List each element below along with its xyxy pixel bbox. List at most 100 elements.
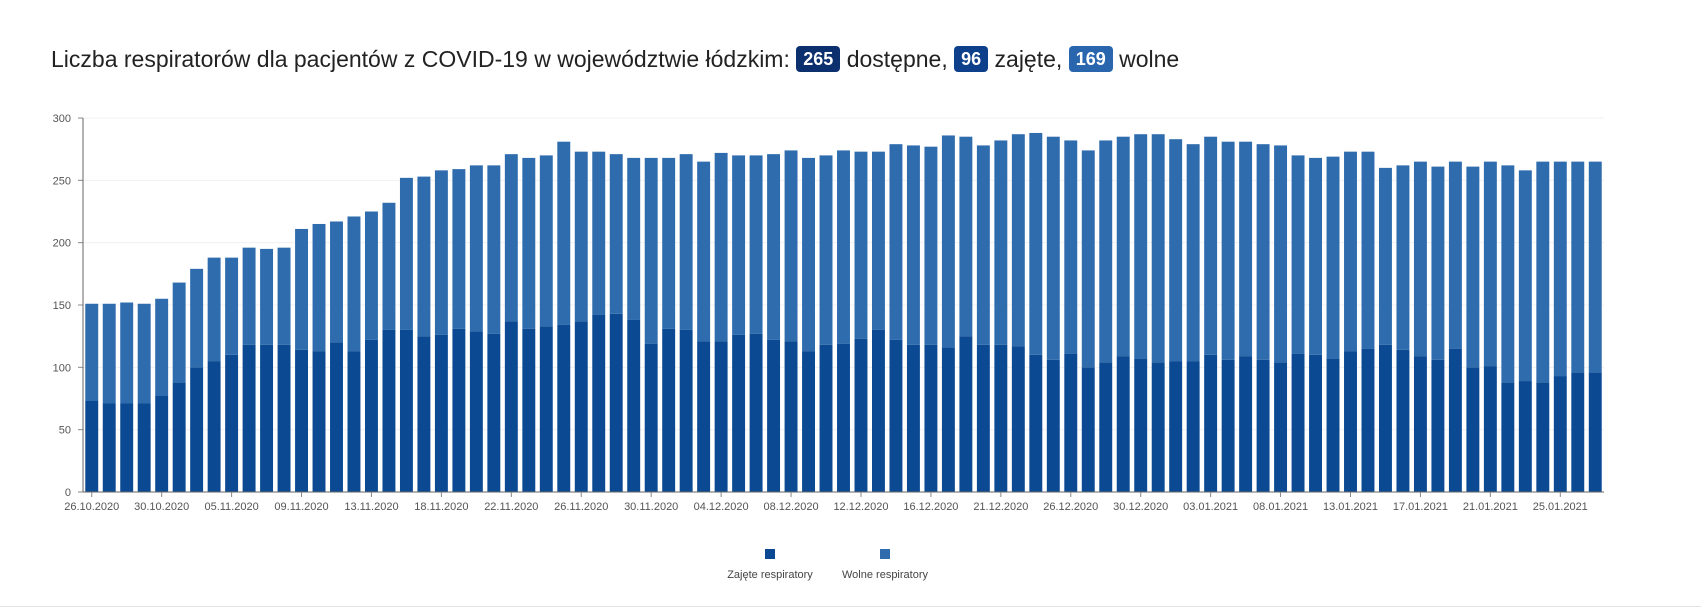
legend-label-occupied[interactable]: Zajęte respiratory — [727, 569, 813, 581]
bar-occupied[interactable] — [976, 344, 990, 492]
bar-free[interactable] — [1518, 170, 1532, 382]
bar-occupied[interactable] — [819, 344, 833, 492]
bar-occupied[interactable] — [994, 344, 1008, 492]
bar-occupied[interactable] — [1011, 346, 1025, 492]
bar-occupied[interactable] — [417, 336, 431, 492]
bar-free[interactable] — [417, 176, 431, 337]
bar-occupied[interactable] — [1204, 354, 1218, 492]
bar-occupied[interactable] — [1239, 356, 1253, 492]
bar-free[interactable] — [959, 136, 973, 337]
bar-free[interactable] — [924, 146, 938, 345]
bar-free[interactable] — [1169, 139, 1183, 362]
bar-free[interactable] — [906, 145, 920, 345]
bar-occupied[interactable] — [1029, 354, 1043, 492]
bar-occupied[interactable] — [399, 329, 413, 492]
bar-free[interactable] — [1274, 145, 1288, 363]
bar-free[interactable] — [539, 155, 553, 327]
bar-occupied[interactable] — [959, 336, 973, 492]
bar-free[interactable] — [1588, 161, 1602, 373]
bar-free[interactable] — [854, 151, 868, 339]
bar-occupied[interactable] — [802, 351, 816, 492]
bar-occupied[interactable] — [1571, 372, 1585, 492]
bar-free[interactable] — [1431, 166, 1445, 360]
bar-free[interactable] — [819, 155, 833, 345]
bar-occupied[interactable] — [1588, 372, 1602, 492]
bar-occupied[interactable] — [539, 326, 553, 492]
bar-free[interactable] — [295, 228, 309, 350]
bar-occupied[interactable] — [732, 334, 746, 492]
bar-occupied[interactable] — [120, 403, 134, 492]
bar-free[interactable] — [1134, 134, 1148, 359]
bar-occupied[interactable] — [1064, 353, 1078, 492]
bar-occupied[interactable] — [155, 396, 169, 492]
bar-occupied[interactable] — [679, 329, 693, 492]
bar-free[interactable] — [137, 303, 151, 404]
bar-free[interactable] — [102, 303, 116, 404]
bar-occupied[interactable] — [837, 343, 850, 492]
bar-occupied[interactable] — [1186, 361, 1200, 492]
bar-free[interactable] — [697, 161, 711, 342]
bar-free[interactable] — [749, 155, 763, 334]
bar-occupied[interactable] — [941, 347, 955, 492]
bar-free[interactable] — [1239, 141, 1253, 357]
bar-occupied[interactable] — [452, 328, 466, 492]
bar-free[interactable] — [120, 302, 134, 404]
bar-occupied[interactable] — [1361, 348, 1375, 492]
bar-free[interactable] — [469, 165, 483, 332]
bar-occupied[interactable] — [242, 344, 256, 492]
bar-occupied[interactable] — [714, 341, 728, 492]
bar-occupied[interactable] — [697, 341, 711, 492]
bar-occupied[interactable] — [784, 341, 798, 492]
bar-free[interactable] — [242, 247, 256, 345]
bar-free[interactable] — [399, 177, 413, 330]
bar-occupied[interactable] — [1483, 366, 1497, 492]
bar-occupied[interactable] — [871, 329, 885, 492]
bar-occupied[interactable] — [1536, 382, 1550, 492]
bar-free[interactable] — [1256, 144, 1270, 360]
bar-occupied[interactable] — [662, 328, 676, 492]
bar-free[interactable] — [522, 157, 536, 329]
bar-free[interactable] — [662, 157, 676, 329]
bar-occupied[interactable] — [1518, 381, 1532, 492]
bar-free[interactable] — [714, 152, 728, 342]
bar-free[interactable] — [1221, 141, 1235, 360]
bar-free[interactable] — [155, 298, 169, 397]
bar-free[interactable] — [1151, 134, 1165, 363]
bar-free[interactable] — [452, 169, 466, 329]
bar-occupied[interactable] — [1134, 358, 1148, 492]
bar-free[interactable] — [1099, 140, 1113, 363]
bar-occupied[interactable] — [137, 403, 151, 492]
bar-occupied[interactable] — [1553, 376, 1567, 492]
bar-free[interactable] — [1413, 161, 1427, 357]
bar-occupied[interactable] — [1256, 359, 1270, 492]
bar-occupied[interactable] — [522, 328, 536, 492]
bar-free[interactable] — [1483, 161, 1497, 367]
bar-occupied[interactable] — [469, 331, 483, 492]
bar-free[interactable] — [994, 140, 1008, 345]
bar-free[interactable] — [347, 216, 361, 352]
bar-free[interactable] — [85, 303, 99, 401]
bar-free[interactable] — [207, 257, 221, 362]
bar-free[interactable] — [1361, 151, 1375, 349]
bar-occupied[interactable] — [277, 344, 291, 492]
bar-free[interactable] — [592, 151, 606, 315]
bar-occupied[interactable] — [644, 343, 658, 492]
bar-occupied[interactable] — [295, 349, 309, 492]
bar-free[interactable] — [1116, 136, 1130, 357]
bar-free[interactable] — [487, 165, 501, 334]
bar-free[interactable] — [557, 141, 571, 325]
bar-occupied[interactable] — [1344, 351, 1357, 492]
bar-free[interactable] — [574, 151, 588, 322]
bar-free[interactable] — [1344, 151, 1357, 352]
bar-occupied[interactable] — [627, 319, 641, 492]
bar-occupied[interactable] — [347, 351, 361, 492]
bar-occupied[interactable] — [1099, 362, 1113, 492]
bar-free[interactable] — [871, 151, 885, 330]
bar-free[interactable] — [1291, 155, 1305, 354]
bar-occupied[interactable] — [1221, 359, 1235, 492]
bar-occupied[interactable] — [906, 344, 920, 492]
bar-occupied[interactable] — [1413, 356, 1427, 492]
bar-free[interactable] — [1553, 161, 1567, 377]
bar-free[interactable] — [767, 154, 781, 340]
bar-free[interactable] — [732, 155, 746, 335]
